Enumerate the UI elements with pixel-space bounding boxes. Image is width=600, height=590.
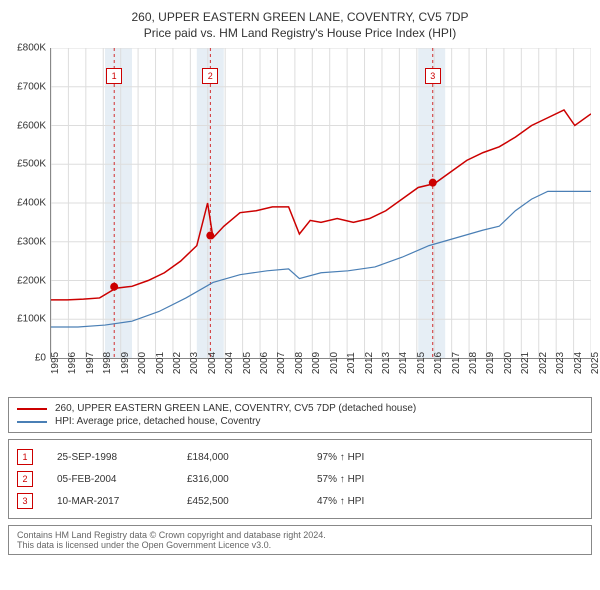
legend-swatch-blue	[17, 421, 47, 423]
x-tick-label: 1995	[50, 352, 61, 374]
y-tick-label: £600K	[17, 120, 46, 131]
x-tick-label: 2015	[416, 352, 427, 374]
x-tick-label: 2019	[485, 352, 496, 374]
y-tick-label: £200K	[17, 275, 46, 286]
footer-line2: This data is licensed under the Open Gov…	[17, 540, 583, 550]
x-tick-label: 2021	[520, 352, 531, 374]
event-row: 2 05-FEB-2004£316,00057% ↑ HPI	[17, 468, 583, 490]
y-tick-label: £400K	[17, 198, 46, 209]
x-tick-label: 2007	[276, 352, 287, 374]
legend-row-red: 260, UPPER EASTERN GREEN LANE, COVENTRY,…	[17, 402, 583, 415]
y-tick-label: £0	[35, 353, 46, 364]
x-tick-label: 2004	[224, 352, 235, 374]
chart-subtitle: Price paid vs. HM Land Registry's House …	[8, 26, 592, 40]
x-tick-label: 2014	[398, 352, 409, 374]
chart-container: 260, UPPER EASTERN GREEN LANE, COVENTRY,…	[8, 10, 592, 555]
x-tick-label: 2008	[294, 352, 305, 374]
legend: 260, UPPER EASTERN GREEN LANE, COVENTRY,…	[8, 397, 592, 433]
x-tick-label: 2017	[451, 352, 462, 374]
event-date: 05-FEB-2004	[57, 474, 187, 485]
events-table: 1 25-SEP-1998£184,00097% ↑ HPI 2 05-FEB-200…	[8, 439, 592, 519]
chart-canvas: 1 2 3	[50, 48, 591, 359]
y-tick-label: £300K	[17, 236, 46, 247]
x-tick-label: 2000	[137, 352, 148, 374]
x-tick-label: 2010	[329, 352, 340, 374]
event-row: 3 10-MAR-2017£452,50047% ↑ HPI	[17, 490, 583, 512]
event-pct: 47% ↑ HPI	[317, 496, 437, 507]
x-tick-label: 2012	[364, 352, 375, 374]
event-marker: 1	[106, 68, 122, 84]
x-tick-label: 1999	[120, 352, 131, 374]
x-tick-label: 2003	[189, 352, 200, 374]
x-tick-label: 2023	[555, 352, 566, 374]
event-marker: 2	[202, 68, 218, 84]
event-price: £184,000	[187, 452, 317, 463]
x-tick-label: 2001	[155, 352, 166, 374]
x-tick-label: 2006	[259, 352, 270, 374]
event-num: 2	[17, 471, 33, 487]
event-num: 1	[17, 449, 33, 465]
legend-label-blue: HPI: Average price, detached house, Cove…	[55, 416, 261, 427]
x-tick-label: 1998	[102, 352, 113, 374]
event-num: 3	[17, 493, 33, 509]
legend-row-blue: HPI: Average price, detached house, Cove…	[17, 415, 583, 428]
event-price: £316,000	[187, 474, 317, 485]
x-tick-label: 2011	[346, 352, 357, 374]
x-tick-label: 2018	[468, 352, 479, 374]
x-tick-label: 2020	[503, 352, 514, 374]
x-tick-label: 2013	[381, 352, 392, 374]
y-axis-labels: £0£100K£200K£300K£400K£500K£600K£700K£80…	[8, 48, 48, 358]
footer: Contains HM Land Registry data © Crown c…	[8, 525, 592, 555]
event-pct: 97% ↑ HPI	[317, 452, 437, 463]
x-tick-label: 1997	[85, 352, 96, 374]
x-tick-label: 2025	[590, 352, 600, 374]
y-tick-label: £500K	[17, 159, 46, 170]
event-pct: 57% ↑ HPI	[317, 474, 437, 485]
x-axis-labels: 1995199619971998199920002001200220032004…	[50, 360, 590, 395]
event-date: 10-MAR-2017	[57, 496, 187, 507]
x-tick-label: 2002	[172, 352, 183, 374]
legend-swatch-red	[17, 408, 47, 410]
event-marker: 3	[425, 68, 441, 84]
plot-area: £0£100K£200K£300K£400K£500K£600K£700K£80…	[8, 48, 592, 393]
x-tick-label: 2009	[311, 352, 322, 374]
y-tick-label: £100K	[17, 314, 46, 325]
y-tick-label: £800K	[17, 43, 46, 54]
event-date: 25-SEP-1998	[57, 452, 187, 463]
footer-line1: Contains HM Land Registry data © Crown c…	[17, 530, 583, 540]
x-tick-label: 2016	[433, 352, 444, 374]
x-tick-label: 2004	[207, 352, 218, 374]
y-tick-label: £700K	[17, 81, 46, 92]
x-tick-label: 2005	[242, 352, 253, 374]
event-row: 1 25-SEP-1998£184,00097% ↑ HPI	[17, 446, 583, 468]
x-tick-label: 2022	[538, 352, 549, 374]
event-price: £452,500	[187, 496, 317, 507]
x-tick-label: 2024	[573, 352, 584, 374]
x-tick-label: 1996	[67, 352, 78, 374]
chart-title: 260, UPPER EASTERN GREEN LANE, COVENTRY,…	[8, 10, 592, 24]
legend-label-red: 260, UPPER EASTERN GREEN LANE, COVENTRY,…	[55, 403, 416, 414]
